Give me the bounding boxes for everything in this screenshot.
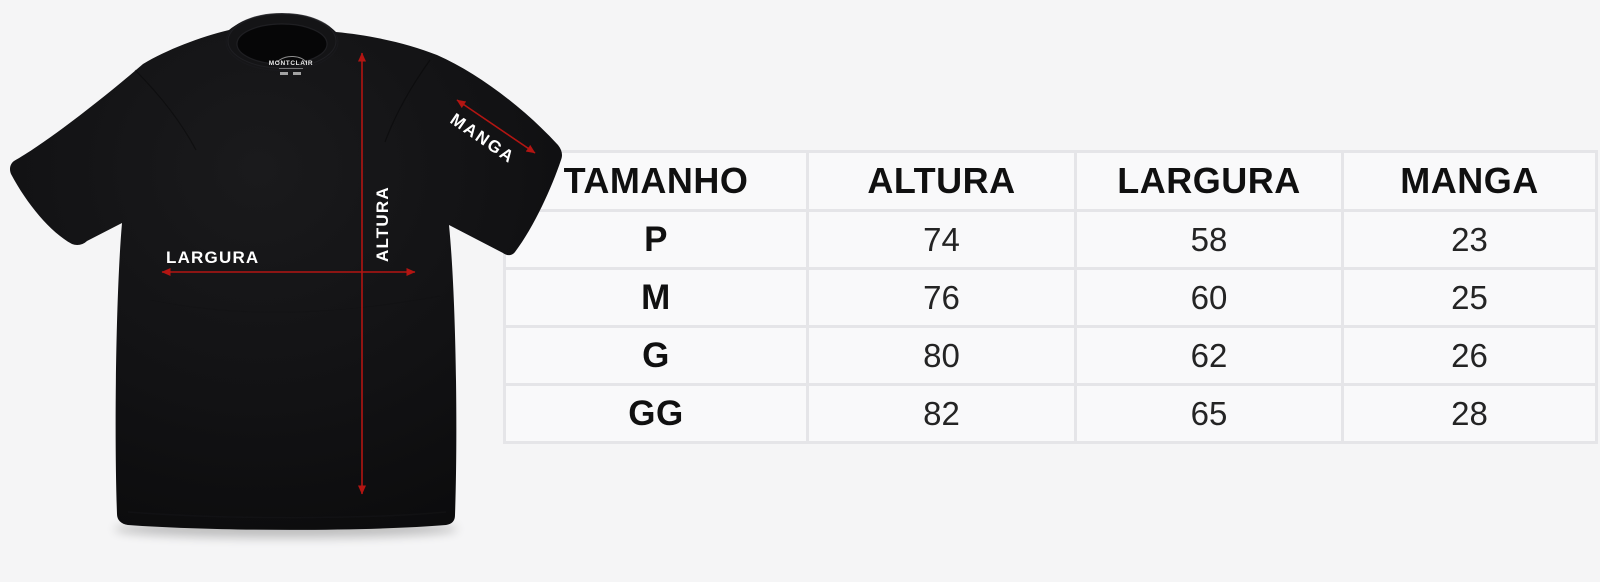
manga-arrow-line bbox=[456, 99, 536, 154]
collar bbox=[225, 13, 339, 71]
size-chart-table: TAMANHO ALTURA LARGURA MANGA P 74 58 23 … bbox=[503, 150, 1598, 444]
measurement-cell: 82 bbox=[806, 383, 1077, 444]
measurement-cell: 60 bbox=[1074, 267, 1344, 328]
measurement-cell: 80 bbox=[806, 325, 1077, 386]
column-header-largura: LARGURA bbox=[1074, 150, 1344, 212]
measurement-cell: 28 bbox=[1341, 383, 1598, 444]
column-header-altura: ALTURA bbox=[806, 150, 1077, 212]
brand-label-text: MONTCLAIR bbox=[269, 60, 313, 67]
measurement-cell: 76 bbox=[806, 267, 1077, 328]
table-row-p: P 74 58 23 bbox=[503, 209, 1598, 270]
measurement-cell: 58 bbox=[1074, 209, 1344, 270]
table-row-g: G 80 62 26 bbox=[503, 325, 1598, 386]
measurement-cell: 65 bbox=[1074, 383, 1344, 444]
size-cell: P bbox=[503, 209, 809, 270]
largura-label: LARGURA bbox=[166, 248, 259, 267]
tshirt-measurement-diagram: MONTCLAIR LARGURA ALTURA MANGA bbox=[10, 13, 562, 538]
altura-label: ALTURA bbox=[373, 186, 392, 262]
size-cell: GG bbox=[503, 383, 809, 444]
table-row-gg: GG 82 65 28 bbox=[503, 383, 1598, 444]
table-row-m: M 76 60 25 bbox=[503, 267, 1598, 328]
measurement-cell: 23 bbox=[1341, 209, 1598, 270]
measurement-cell: 62 bbox=[1074, 325, 1344, 386]
header-row: TAMANHO ALTURA LARGURA MANGA bbox=[503, 150, 1598, 212]
size-cell: M bbox=[503, 267, 809, 328]
brand-signature-squiggle bbox=[276, 56, 308, 64]
fabric-folds bbox=[127, 59, 447, 519]
column-header-manga: MANGA bbox=[1341, 150, 1598, 212]
measurement-cell: 26 bbox=[1341, 325, 1598, 386]
brand-label: MONTCLAIR bbox=[269, 56, 313, 75]
measurement-cell: 74 bbox=[806, 209, 1077, 270]
size-cell: G bbox=[503, 325, 809, 386]
measurement-cell: 25 bbox=[1341, 267, 1598, 328]
size-chart-container: TAMANHO ALTURA LARGURA MANGA P 74 58 23 … bbox=[503, 150, 1598, 444]
